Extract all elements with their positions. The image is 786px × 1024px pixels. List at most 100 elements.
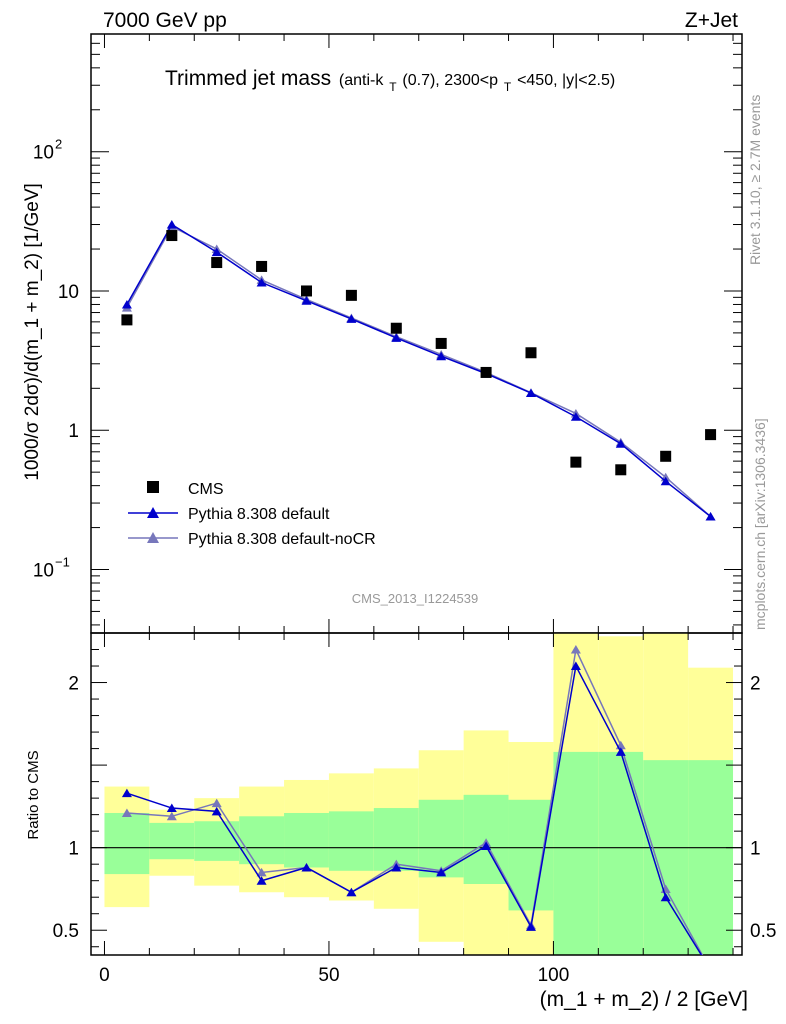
series-point-default xyxy=(705,512,716,521)
y-tick-label: 10 xyxy=(33,143,54,164)
band-green xyxy=(284,812,329,868)
series-point-default xyxy=(436,351,447,361)
title-sub-rest: (0.7), 2300<p xyxy=(402,72,498,89)
ratio-point-default xyxy=(481,841,492,851)
ratio-line-nocr xyxy=(126,646,704,955)
ratio-point-default xyxy=(391,862,402,872)
plot-title: Trimmed jet mass (anti-k T (0.7), 2300<p… xyxy=(165,67,615,96)
ratio-point-default xyxy=(166,803,177,813)
cms-point xyxy=(166,230,178,242)
series-point-default xyxy=(391,333,402,342)
y-tick-label: 1 xyxy=(68,421,79,442)
cms-point xyxy=(390,322,402,334)
cms-point xyxy=(211,257,223,269)
ratio-point-default xyxy=(436,867,447,877)
cms-point xyxy=(345,289,357,301)
band-green xyxy=(688,760,734,955)
uncertainty-bands xyxy=(91,633,742,955)
cms-point xyxy=(121,314,133,326)
title-main: Trimmed jet mass xyxy=(165,67,331,90)
legend-marker-nocr xyxy=(147,532,159,543)
legend-label-cms: CMS xyxy=(188,481,224,498)
data-marks xyxy=(121,220,717,955)
y-tick-label: 10 xyxy=(58,282,79,303)
cms-point xyxy=(435,337,447,349)
ratio-point-default xyxy=(211,806,222,816)
y-tick-label-exp: −1 xyxy=(55,555,70,570)
band-green xyxy=(194,821,240,861)
ratio-point-default xyxy=(615,747,626,756)
band-green xyxy=(643,760,689,955)
band-green xyxy=(508,799,554,911)
x-axis-label: (m_1 + m_2) / 2 [GeV] xyxy=(540,988,748,1011)
legend: CMS Pythia 8.308 default Pythia 8.308 de… xyxy=(128,481,376,548)
cms-point xyxy=(256,260,268,272)
title-sub-t: T xyxy=(389,80,397,94)
band-green xyxy=(598,751,644,955)
series-point-default xyxy=(660,476,671,486)
ratio-point-nocr xyxy=(256,867,267,877)
ratio-tick-label-right: 1 xyxy=(750,839,761,860)
y-axis-label: 1000/σ 2dσ)/d(m_1 + m_2) [1/GeV] xyxy=(22,183,43,481)
series-point-default xyxy=(301,296,312,305)
title-sub: (anti-k xyxy=(339,72,384,89)
cms-point xyxy=(480,366,492,378)
series-line-default xyxy=(126,223,712,518)
ratio-line-default xyxy=(126,663,703,955)
ratio-point-nocr xyxy=(570,645,581,654)
header-process: Z+Jet xyxy=(685,9,738,32)
ratio-point-default xyxy=(660,892,671,902)
ratio-point-default xyxy=(570,661,581,671)
cms-point xyxy=(570,456,582,468)
band-green xyxy=(149,822,195,860)
x-tick-label: 100 xyxy=(538,965,570,986)
legend-label-nocr: Pythia 8.308 default-noCR xyxy=(188,531,376,548)
band-green xyxy=(104,812,150,875)
cms-point xyxy=(705,429,717,441)
ratio-point-default xyxy=(346,887,357,897)
band-green xyxy=(328,811,374,871)
cms-point xyxy=(301,285,313,297)
ratio-point-default xyxy=(525,922,536,931)
cms-point xyxy=(660,450,672,462)
series-point-default xyxy=(256,278,267,287)
series-point-default xyxy=(346,314,357,323)
ratio-point-nocr xyxy=(121,808,132,817)
band-green xyxy=(418,799,464,878)
ratio-tick-label-right: 0.5 xyxy=(750,921,776,942)
ratio-tick-label: 2 xyxy=(68,674,79,695)
series-point-default xyxy=(166,220,177,229)
series-line-nocr xyxy=(126,225,712,518)
rivet-label: Rivet 3.1.10, ≥ 2.7M events xyxy=(747,95,763,265)
ratio-point-default xyxy=(256,876,267,885)
ratio-tick-label: 1 xyxy=(68,839,79,860)
cms-point xyxy=(615,464,627,476)
y-tick-label: 10 xyxy=(33,561,54,582)
series-point-default xyxy=(570,412,581,421)
ratio-point-default xyxy=(121,788,132,798)
mcplots-label: mcplots.cern.ch [arXiv:1306.3436] xyxy=(752,418,768,630)
ratio-y-axis-label: Ratio to CMS xyxy=(25,750,42,839)
title-sub-end: <450, |y|<2.5) xyxy=(517,72,615,89)
series-point-default xyxy=(121,299,132,309)
y-tick-label-exp: 2 xyxy=(55,137,62,152)
series-point-default xyxy=(615,439,626,448)
band-green xyxy=(553,751,599,955)
x-tick-label: 0 xyxy=(99,965,110,986)
legend-label-default: Pythia 8.308 default xyxy=(188,506,330,523)
cms-point xyxy=(525,347,537,359)
analysis-label: CMS_2013_I1224539 xyxy=(352,591,479,606)
ratio-tick-label: 0.5 xyxy=(53,921,79,942)
ratio-panel xyxy=(90,632,743,956)
x-tick-label: 50 xyxy=(318,965,339,986)
ratio-tick-label-right: 2 xyxy=(750,674,761,695)
title-sub-t2: T xyxy=(504,80,512,94)
legend-marker-default xyxy=(147,507,159,518)
ratio-point-nocr xyxy=(166,811,177,821)
ratio-point-default xyxy=(301,862,312,872)
legend-marker-cms xyxy=(147,481,159,493)
header-energy: 7000 GeV pp xyxy=(103,9,227,32)
ratio-frame xyxy=(90,632,743,956)
